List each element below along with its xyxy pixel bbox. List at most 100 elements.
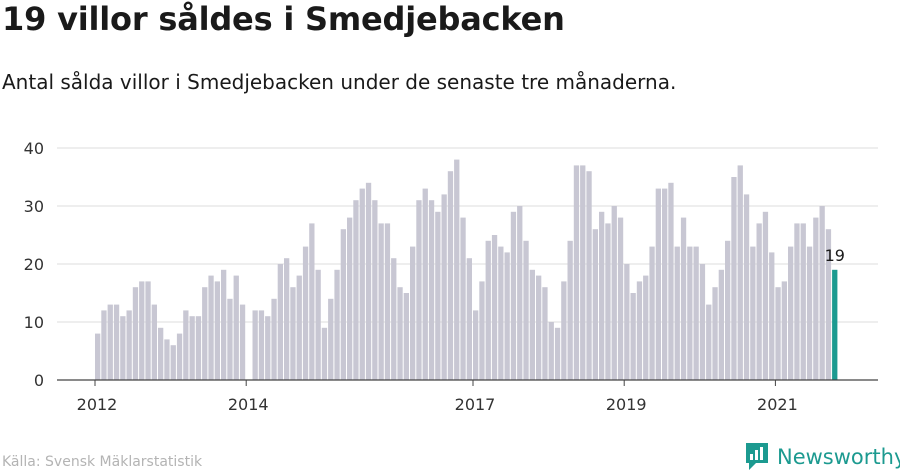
bar[interactable]	[580, 165, 586, 380]
bar[interactable]	[176, 333, 183, 380]
bar[interactable]	[233, 275, 239, 380]
bar[interactable]	[756, 223, 762, 380]
bar[interactable]	[372, 200, 378, 380]
bar[interactable]	[460, 217, 466, 380]
bar[interactable]	[422, 188, 428, 380]
bar[interactable]	[95, 333, 101, 380]
bar[interactable]	[504, 252, 510, 380]
bar[interactable]	[353, 200, 359, 380]
bar[interactable]	[687, 246, 693, 380]
bar[interactable]	[139, 281, 145, 380]
bar[interactable]	[384, 223, 391, 380]
bar[interactable]	[265, 316, 271, 380]
bar[interactable]	[403, 293, 409, 380]
bar[interactable]	[693, 246, 699, 380]
bar[interactable]	[101, 310, 107, 380]
bar[interactable]	[800, 223, 806, 380]
bar[interactable]	[391, 258, 397, 380]
bar[interactable]	[636, 281, 643, 380]
bar[interactable]	[498, 246, 504, 380]
bar[interactable]	[214, 281, 220, 380]
bar[interactable]	[309, 223, 315, 380]
bar[interactable]	[548, 322, 554, 380]
bar[interactable]	[788, 246, 794, 380]
bar[interactable]	[284, 258, 290, 380]
bar[interactable]	[523, 240, 529, 380]
bar[interactable]	[221, 269, 227, 380]
bar[interactable]	[252, 310, 258, 380]
bar[interactable]	[617, 217, 624, 380]
bar[interactable]	[529, 269, 535, 380]
bar[interactable]	[454, 159, 460, 380]
bar[interactable]	[107, 304, 113, 380]
bar[interactable]	[567, 240, 573, 380]
bar[interactable]	[718, 269, 724, 380]
bar[interactable]	[517, 206, 523, 380]
bar[interactable]	[441, 194, 447, 380]
bar[interactable]	[334, 269, 340, 380]
bar[interactable]	[561, 281, 567, 380]
bar[interactable]	[195, 316, 202, 380]
bar[interactable]	[189, 316, 195, 380]
bar[interactable]	[340, 229, 346, 380]
bar[interactable]	[126, 310, 132, 380]
bar[interactable]	[731, 177, 737, 380]
bar[interactable]	[315, 269, 321, 380]
bar[interactable]	[819, 206, 825, 380]
bar[interactable]	[624, 264, 630, 380]
bar[interactable]	[416, 200, 422, 380]
bar[interactable]	[781, 281, 787, 380]
bar[interactable]	[586, 171, 592, 380]
bar[interactable]	[170, 345, 176, 380]
bar[interactable]	[725, 240, 731, 380]
bar[interactable]	[302, 246, 309, 380]
bar[interactable]	[743, 194, 750, 380]
bar[interactable]	[113, 304, 120, 380]
bar[interactable]	[485, 240, 491, 380]
bar[interactable]	[662, 188, 668, 380]
bar[interactable]	[832, 269, 838, 380]
bar[interactable]	[762, 211, 769, 380]
bar[interactable]	[794, 223, 800, 380]
bar[interactable]	[750, 246, 756, 380]
bar[interactable]	[813, 217, 819, 380]
bar[interactable]	[737, 165, 743, 380]
bar[interactable]	[359, 188, 365, 380]
bar[interactable]	[347, 217, 353, 380]
bar[interactable]	[447, 171, 454, 380]
bar[interactable]	[806, 246, 813, 380]
bar[interactable]	[435, 211, 441, 380]
bar[interactable]	[706, 304, 712, 380]
bar[interactable]	[132, 287, 139, 380]
bar[interactable]	[151, 304, 157, 380]
bar[interactable]	[825, 229, 832, 380]
bar[interactable]	[227, 298, 233, 380]
bar[interactable]	[378, 223, 384, 380]
bar[interactable]	[611, 206, 617, 380]
bar[interactable]	[643, 275, 649, 380]
bar[interactable]	[573, 165, 580, 380]
bar[interactable]	[410, 246, 416, 380]
bar[interactable]	[605, 223, 611, 380]
bar[interactable]	[655, 188, 661, 380]
bar[interactable]	[120, 316, 126, 380]
bar[interactable]	[365, 182, 372, 380]
bar[interactable]	[258, 310, 265, 380]
bar[interactable]	[145, 281, 151, 380]
bar[interactable]	[542, 287, 548, 380]
bar[interactable]	[321, 327, 328, 380]
bar[interactable]	[510, 211, 517, 380]
bar[interactable]	[680, 217, 687, 380]
bar[interactable]	[769, 252, 775, 380]
bar[interactable]	[183, 310, 189, 380]
bar[interactable]	[328, 298, 334, 380]
bar[interactable]	[649, 246, 655, 380]
bar[interactable]	[164, 339, 170, 380]
bar[interactable]	[208, 275, 214, 380]
bar[interactable]	[271, 298, 277, 380]
bar[interactable]	[202, 287, 208, 380]
bar[interactable]	[397, 287, 403, 380]
bar[interactable]	[775, 287, 781, 380]
bar[interactable]	[712, 287, 718, 380]
bar[interactable]	[479, 281, 485, 380]
